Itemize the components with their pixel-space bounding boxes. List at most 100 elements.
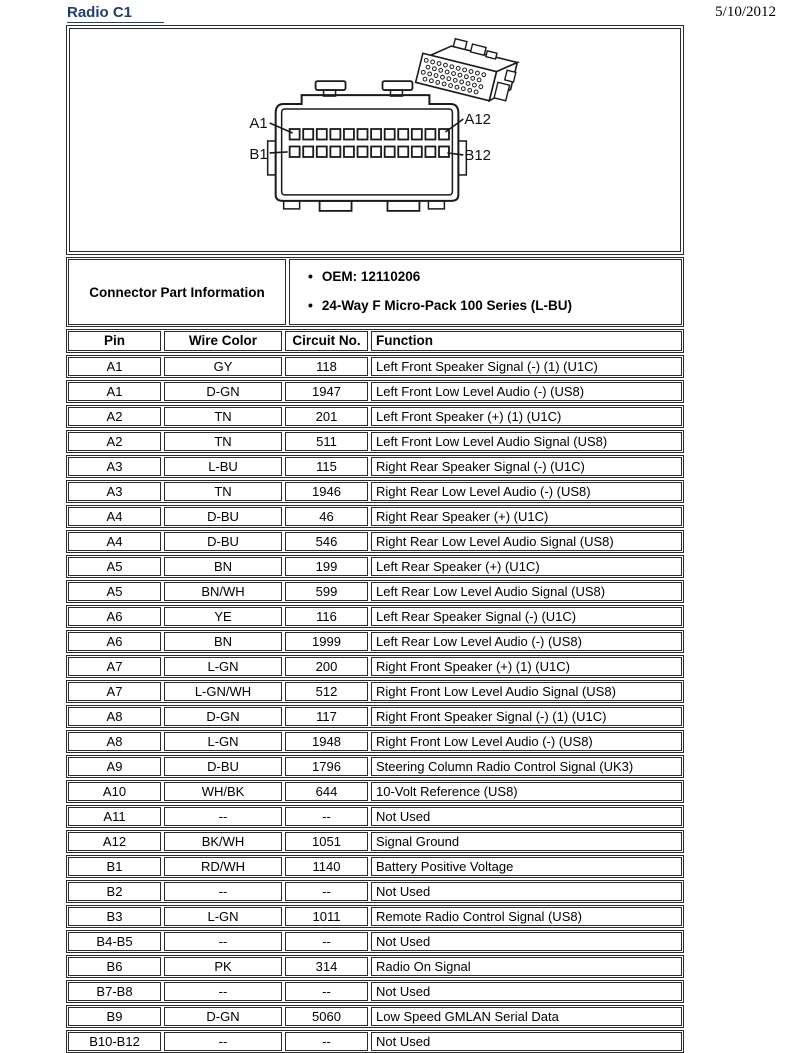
circuit-no-cell: 1946 — [285, 482, 368, 501]
pin-cell: A12 — [68, 832, 161, 851]
function-cell: Right Front Low Level Audio Signal (US8) — [371, 682, 682, 701]
table-row: A9 D-BU 1796 Steering Column Radio Control … — [66, 755, 684, 778]
table-row: A7 L-GN 200 Right Front Speaker (+) (1) (U1… — [66, 655, 684, 678]
circuit-no-cell: 511 — [285, 432, 368, 451]
function-cell: Left Front Low Level Audio (-) (US8) — [371, 382, 682, 401]
table-row: A6 BN 1999 Left Rear Low Level Audio (-) (U… — [66, 630, 684, 653]
pin-cell: A8 — [68, 732, 161, 751]
pin-labels: A1 A12 B1 B12 — [249, 111, 491, 164]
pin-cell: A3 — [68, 482, 161, 501]
table-row: A10 WH/BK 644 10-Volt Reference (US8) — [66, 780, 684, 803]
wire-color-cell: PK — [164, 957, 282, 976]
table-row: A5 BN/WH 599 Left Rear Low Level Audio Sign… — [66, 580, 684, 603]
circuit-no-cell: 1011 — [285, 907, 368, 926]
function-cell: Right Rear Speaker (+) (U1C) — [371, 507, 682, 526]
function-cell: Not Used — [371, 882, 682, 901]
table-row: A8 D-GN 117 Right Front Speaker Signal (-) … — [66, 705, 684, 728]
function-cell: Left Front Low Level Audio Signal (US8) — [371, 432, 682, 451]
pin-table-header: Pin Wire Color Circuit No. Function — [66, 329, 684, 353]
circuit-no-cell: 314 — [285, 957, 368, 976]
table-row: B2 -- -- Not Used — [66, 880, 684, 903]
pin-label-a1: A1 — [249, 115, 267, 132]
wire-color-cell: D-BU — [164, 507, 282, 526]
table-row: A8 L-GN 1948 Right Front Low Level Audio (-… — [66, 730, 684, 753]
function-cell: Remote Radio Control Signal (US8) — [371, 907, 682, 926]
function-cell: Not Used — [371, 807, 682, 826]
connector-image-inner-frame: A1 A12 B1 B12 — [69, 28, 681, 252]
pin-cell: B7-B8 — [68, 982, 161, 1001]
circuit-no-cell: 117 — [285, 707, 368, 726]
circuit-no-cell: 512 — [285, 682, 368, 701]
wire-color-cell: -- — [164, 807, 282, 826]
function-cell: 10-Volt Reference (US8) — [371, 782, 682, 801]
table-row: A5 BN 199 Left Rear Speaker (+) (U1C) — [66, 555, 684, 578]
function-cell: Not Used — [371, 982, 682, 1001]
wire-color-cell: L-GN — [164, 732, 282, 751]
pin-cell: A7 — [68, 657, 161, 676]
function-cell: Radio On Signal — [371, 957, 682, 976]
pin-cell: A7 — [68, 682, 161, 701]
wire-color-cell: -- — [164, 932, 282, 951]
table-row: A1 D-GN 1947 Left Front Low Level Audio (-)… — [66, 380, 684, 403]
wire-color-cell: D-BU — [164, 757, 282, 776]
pin-cell: A9 — [68, 757, 161, 776]
header-wire-color: Wire Color — [164, 331, 282, 351]
pin-cell: A8 — [68, 707, 161, 726]
wire-color-cell: D-GN — [164, 1007, 282, 1026]
wire-color-cell: BN — [164, 557, 282, 576]
pin-cell: A2 — [68, 432, 161, 451]
function-cell: Left Rear Low Level Audio (-) (US8) — [371, 632, 682, 651]
pin-label-a12: A12 — [464, 111, 491, 128]
table-row: B1 RD/WH 1140 Battery Positive Voltage — [66, 855, 684, 878]
part-info-details: OEM: 12110206 24-Way F Micro-Pack 100 Se… — [289, 259, 682, 325]
function-cell: Left Rear Speaker (+) (U1C) — [371, 557, 682, 576]
wire-color-cell: D-GN — [164, 707, 282, 726]
pin-cell: B9 — [68, 1007, 161, 1026]
function-cell: Left Rear Low Level Audio Signal (US8) — [371, 582, 682, 601]
pin-cell: A6 — [68, 607, 161, 626]
pin-table-rows: A1 GY 118 Left Front Speaker Signal (-) (1)… — [66, 355, 684, 1053]
function-cell: Left Rear Speaker Signal (-) (U1C) — [371, 607, 682, 626]
table-row: A3 L-BU 115 Right Rear Speaker Signal (-) (… — [66, 455, 684, 478]
wire-color-cell: BN — [164, 632, 282, 651]
wire-color-cell: BK/WH — [164, 832, 282, 851]
pin-cell: A2 — [68, 407, 161, 426]
table-row: B6 PK 314 Radio On Signal — [66, 955, 684, 978]
pin-grid — [288, 128, 450, 158]
function-cell: Left Front Speaker Signal (-) (1) (U1C) — [371, 357, 682, 376]
pin-cell: B6 — [68, 957, 161, 976]
pin-cell: A11 — [68, 807, 161, 826]
table-row: B10-B12 -- -- Not Used — [66, 1030, 684, 1053]
connector-image-frame: A1 A12 B1 B12 — [66, 25, 684, 255]
wire-color-cell: L-GN — [164, 657, 282, 676]
wire-color-cell: D-BU — [164, 532, 282, 551]
table-row: B4-B5 -- -- Not Used — [66, 930, 684, 953]
pin-cell: A1 — [68, 382, 161, 401]
circuit-no-cell: 201 — [285, 407, 368, 426]
circuit-no-cell: 1947 — [285, 382, 368, 401]
circuit-no-cell: 1999 — [285, 632, 368, 651]
function-cell: Right Rear Speaker Signal (-) (U1C) — [371, 457, 682, 476]
pin-cell: B1 — [68, 857, 161, 876]
table-row: B3 L-GN 1011 Remote Radio Control Signal (U… — [66, 905, 684, 928]
document-body: A1 A12 B1 B12 — [66, 25, 684, 1053]
pin-cell: A4 — [68, 532, 161, 551]
header-pin: Pin — [68, 331, 161, 351]
wire-color-cell: L-GN — [164, 907, 282, 926]
connector-series: 24-Way F Micro-Pack 100 Series (L-BU) — [308, 298, 677, 313]
page-title[interactable]: Radio C1 — [67, 4, 165, 23]
connector-isometric-view — [414, 37, 520, 103]
circuit-no-cell: -- — [285, 807, 368, 826]
pin-cell: B2 — [68, 882, 161, 901]
wire-color-cell: L-GN/WH — [164, 682, 282, 701]
circuit-no-cell: -- — [285, 1032, 368, 1051]
pin-cell: A4 — [68, 507, 161, 526]
wire-color-cell: -- — [164, 882, 282, 901]
page-date: 5/10/2012 — [715, 4, 776, 20]
circuit-no-cell: 1948 — [285, 732, 368, 751]
circuit-no-cell: 1051 — [285, 832, 368, 851]
wire-color-cell: WH/BK — [164, 782, 282, 801]
wire-color-cell: -- — [164, 1032, 282, 1051]
table-row: A4 D-BU 46 Right Rear Speaker (+) (U1C) — [66, 505, 684, 528]
pin-cell: A6 — [68, 632, 161, 651]
